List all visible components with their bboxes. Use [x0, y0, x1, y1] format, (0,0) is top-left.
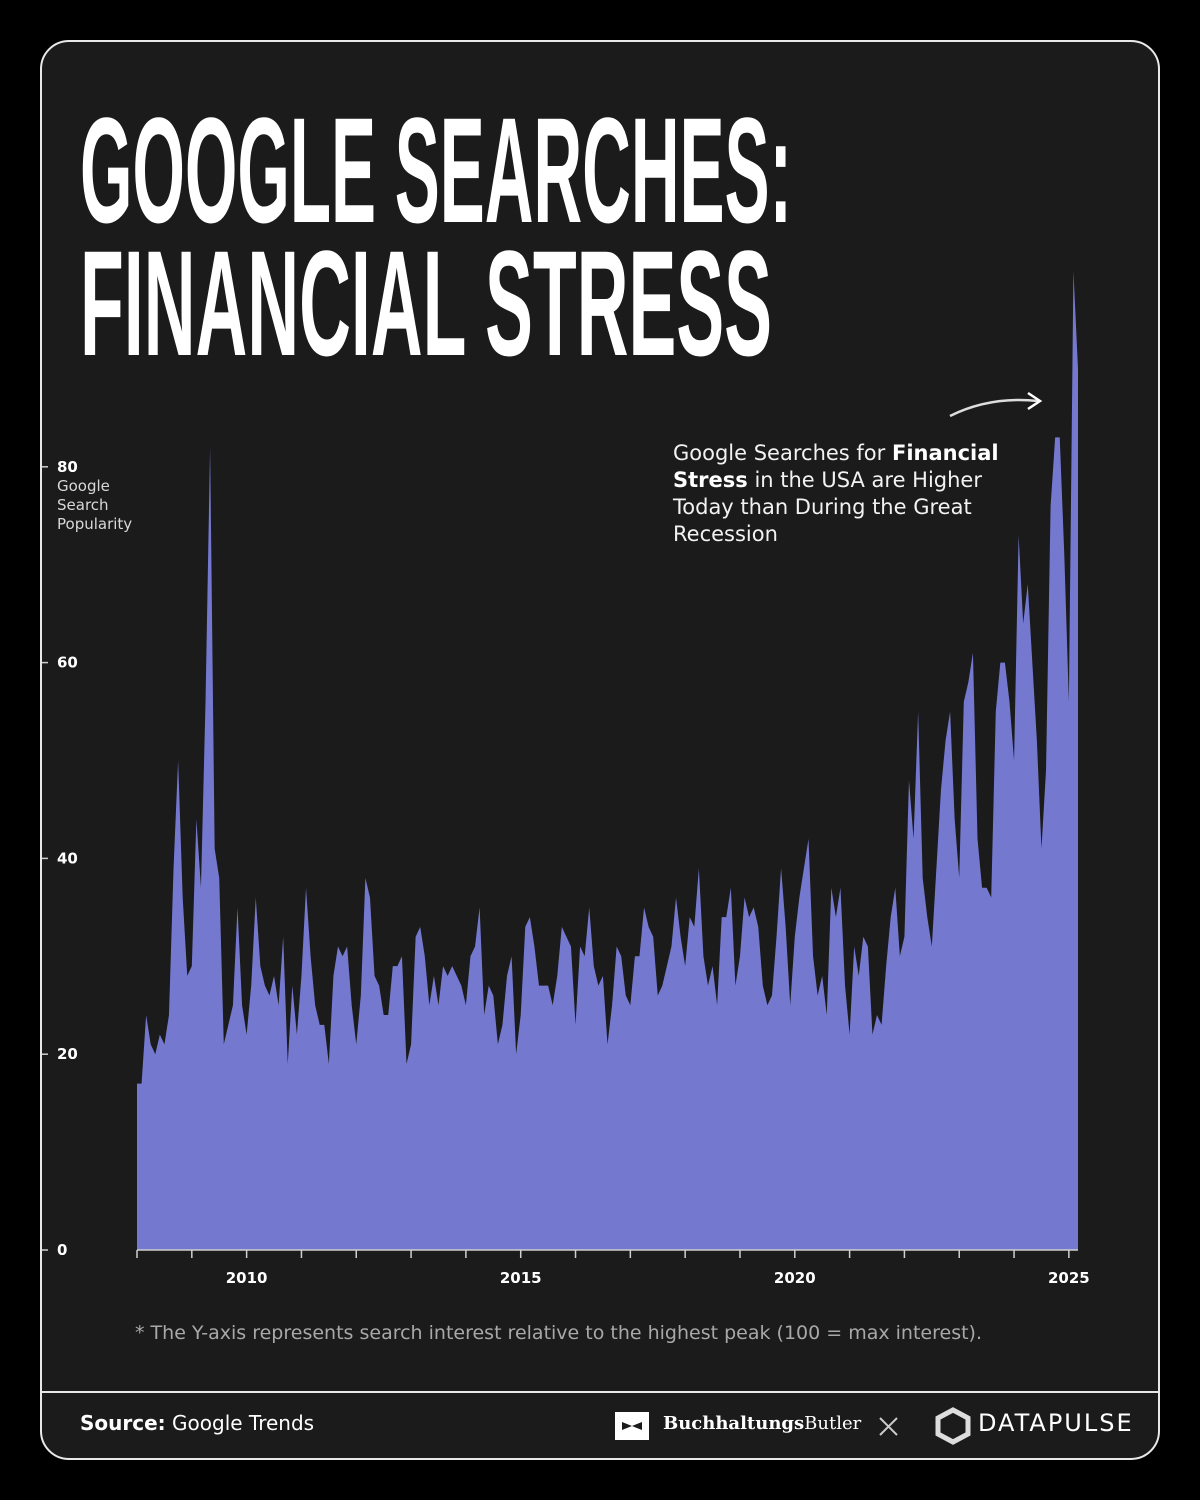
- y-tick-label: 0: [57, 1241, 67, 1259]
- logo-mark: [622, 1422, 642, 1430]
- logo-bold: Buchhaltungs: [663, 1413, 805, 1434]
- source-text: Google Trends: [165, 1411, 315, 1435]
- source: Source: Google Trends: [80, 1411, 314, 1435]
- logo-text: DATAPULSE: [978, 1409, 1134, 1437]
- x-tick-label: 2010: [226, 1269, 268, 1287]
- x-tick-label: 2020: [774, 1269, 816, 1287]
- y-tick-label: 60: [57, 654, 78, 672]
- annotation-text: in the USA are Higher Today than During …: [673, 468, 982, 546]
- y-tick-label: 20: [57, 1045, 78, 1063]
- annotation-arrow: [949, 398, 1039, 418]
- logo-text: BuchhaltungsButler: [663, 1413, 861, 1434]
- chart-title: FINANCIAL STRESS: [80, 219, 772, 387]
- y-axis-label: Google Search Popularity: [57, 477, 133, 533]
- x-tick-label: 2015: [500, 1269, 542, 1287]
- cross: [879, 1417, 898, 1436]
- arrow-head: [1027, 391, 1043, 411]
- chart-title: GOOGLE SEARCHES:: [80, 86, 792, 254]
- annotation: Google Searches for Financial Stress in …: [673, 440, 1003, 548]
- x-tick-label: 2025: [1048, 1269, 1090, 1287]
- plot: 2010 2015 2020 2025 0 20 40 60 80: [42, 271, 1090, 1287]
- logo-light: Butler: [804, 1413, 862, 1434]
- y-tick-label: 40: [57, 849, 78, 867]
- annotation-text: Google Searches for: [673, 441, 892, 465]
- area: [137, 271, 1078, 1250]
- source-label: Source:: [80, 1411, 166, 1435]
- y-tick-label: 80: [57, 458, 78, 476]
- logo-icon: [935, 1407, 971, 1445]
- annotation-bold: Financial Stress: [673, 441, 999, 492]
- footnote: * The Y-axis represents search interest …: [135, 1322, 982, 1344]
